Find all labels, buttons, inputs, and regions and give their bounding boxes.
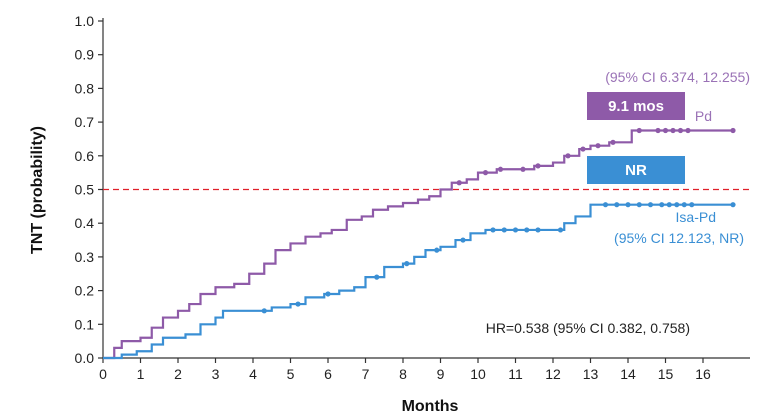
- censor-point-isa-pd: [295, 301, 301, 307]
- censor-point-pd: [670, 127, 676, 134]
- censor-point-isa-pd: [602, 202, 609, 208]
- series-layer: [103, 127, 736, 360]
- censor-point-isa-pd: [512, 227, 519, 233]
- censor-point-isa-pd: [730, 202, 736, 208]
- y-tick-label: 1.0: [75, 13, 95, 29]
- censor-point-pd: [655, 127, 661, 134]
- censor-point-isa-pd: [636, 202, 642, 208]
- censor-point-isa-pd: [614, 202, 620, 208]
- y-tick-label: 0.4: [75, 215, 95, 231]
- y-tick-label: 0.3: [75, 249, 95, 265]
- pd-ci-annotation: (95% CI 6.374, 12.255): [605, 69, 750, 85]
- censor-point-isa-pd: [434, 247, 440, 253]
- censor-point-pd: [636, 127, 642, 134]
- isa-ci-annotation: (95% CI 12.123, NR): [614, 230, 744, 246]
- x-tick-label: 15: [658, 366, 674, 382]
- x-tick-label: 0: [99, 366, 107, 382]
- censor-point-pd: [456, 180, 462, 186]
- isa-series-label: Isa-Pd: [676, 209, 716, 225]
- y-axis-ticks: 0.0 0.1 0.2 0.3 0.4 0.5 0.6 0.7 0.8 0.9 1.0: [75, 13, 103, 366]
- hazard-ratio-annotation: HR=0.538 (95% CI 0.382, 0.758): [486, 320, 690, 336]
- censor-point-pd: [677, 127, 684, 134]
- censor-point-isa-pd: [535, 227, 541, 233]
- censor-point-pd: [580, 146, 586, 152]
- censor-point-isa-pd: [501, 227, 507, 233]
- x-tick-label: 13: [583, 366, 599, 382]
- censor-point-isa-pd: [490, 227, 496, 233]
- x-tick-label: 11: [508, 366, 523, 382]
- x-tick-label: 4: [249, 366, 257, 382]
- censor-point-pd: [662, 127, 669, 134]
- pd-series-label: Pd: [695, 108, 712, 124]
- series-line-pd: [103, 129, 733, 360]
- y-tick-label: 0.0: [75, 350, 95, 366]
- x-tick-label: 3: [212, 366, 220, 382]
- censor-point-pd: [497, 166, 504, 172]
- isa-median-badge: [587, 156, 685, 184]
- censor-point-isa-pd: [524, 227, 530, 233]
- censor-point-pd: [482, 170, 489, 176]
- censor-point-isa-pd: [625, 202, 631, 208]
- y-axis-title: TNT (probability): [29, 126, 46, 254]
- y-tick-label: 0.9: [75, 47, 95, 63]
- x-tick-label: 9: [437, 366, 445, 382]
- censor-point-pd: [610, 139, 616, 145]
- censor-point-pd: [595, 143, 601, 149]
- censor-point-pd: [520, 166, 526, 172]
- censor-point-isa-pd: [261, 308, 267, 314]
- censor-point-pd: [685, 127, 691, 134]
- x-tick-label: 5: [287, 366, 295, 382]
- y-tick-label: 0.5: [75, 182, 95, 198]
- censor-point-isa-pd: [689, 202, 695, 208]
- censor-point-pd: [565, 153, 571, 159]
- x-tick-label: 7: [362, 366, 370, 382]
- x-tick-label: 12: [545, 366, 561, 382]
- y-tick-label: 0.2: [75, 283, 95, 299]
- censor-point-isa-pd: [674, 202, 680, 208]
- x-axis-ticks: 0 1 2 3 4 5 6 7 8 9 10 11 12 13 14 15 16: [99, 358, 711, 382]
- pd-median-badge-text: 9.1 mos: [608, 98, 664, 115]
- x-tick-label: 16: [695, 366, 711, 382]
- censor-point-isa-pd: [647, 202, 654, 208]
- censor-point-isa-pd: [460, 237, 466, 243]
- pd-median-badge: [587, 92, 685, 120]
- x-axis-title: Months: [402, 398, 459, 415]
- censor-point-pd: [535, 163, 541, 169]
- censor-point-isa-pd: [374, 274, 380, 280]
- y-tick-label: 0.6: [75, 148, 95, 164]
- censor-point-isa-pd: [325, 291, 331, 297]
- x-tick-label: 8: [399, 366, 407, 382]
- x-tick-label: 1: [137, 366, 145, 382]
- censor-point-isa-pd: [681, 202, 687, 208]
- censor-point-isa-pd: [666, 202, 672, 208]
- isa-median-badge-text: NR: [625, 162, 647, 179]
- x-tick-label: 2: [174, 366, 182, 382]
- x-tick-label: 10: [470, 366, 486, 382]
- y-tick-label: 0.8: [75, 80, 95, 96]
- censor-point-isa-pd: [659, 202, 665, 208]
- y-tick-label: 0.1: [75, 316, 95, 332]
- censor-point-pd: [730, 127, 736, 134]
- x-tick-label: 14: [620, 366, 636, 382]
- x-tick-label: 6: [324, 366, 332, 382]
- y-tick-label: 0.7: [75, 114, 95, 130]
- censor-point-isa-pd: [404, 261, 410, 267]
- censor-point-isa-pd: [557, 227, 564, 233]
